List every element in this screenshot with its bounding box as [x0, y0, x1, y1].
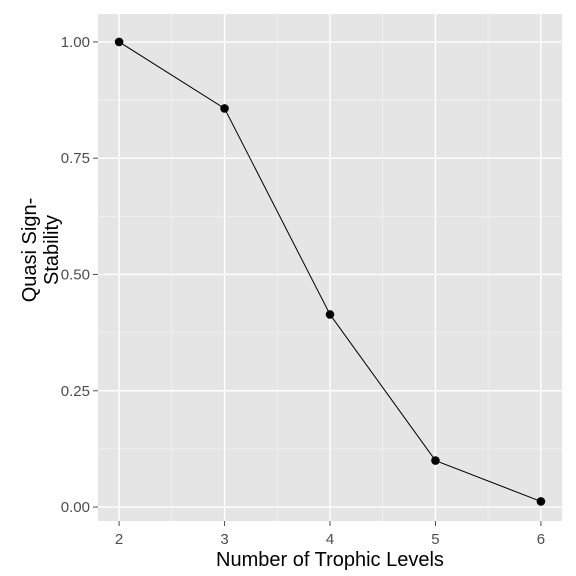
data-point: [114, 37, 124, 47]
y-tick-label: 1.00: [61, 34, 90, 51]
y-tick-label: 0.25: [61, 383, 90, 400]
x-tick-labels: 2 3 4 5 6: [115, 531, 545, 548]
data-point: [431, 456, 440, 465]
y-axis-title-line: Stability: [41, 215, 63, 285]
data-point: [325, 310, 335, 319]
y-tick-label: 0.50: [61, 266, 90, 283]
series-points: [114, 37, 546, 506]
y-axis-title: Quasi Sign-Stability: [19, 198, 63, 303]
y-axis-title-line: Quasi Sign-: [19, 198, 41, 303]
x-tick-label: 2: [115, 531, 123, 548]
major-gridlines: [98, 14, 562, 521]
data-point: [220, 104, 229, 113]
y-tick-label: 0.00: [61, 499, 90, 516]
y-tick-label: 0.75: [61, 150, 90, 167]
axis-ticks: [93, 41, 542, 526]
x-tick-label: 4: [326, 531, 334, 548]
x-tick-label: 3: [220, 531, 228, 548]
y-tick-labels: 0.00 0.25 0.50 0.75 1.00: [61, 34, 90, 516]
x-axis-title: Number of Trophic Levels: [216, 549, 444, 571]
x-tick-label: 5: [431, 531, 439, 548]
x-tick-label: 6: [537, 531, 545, 548]
data-point: [536, 497, 546, 506]
